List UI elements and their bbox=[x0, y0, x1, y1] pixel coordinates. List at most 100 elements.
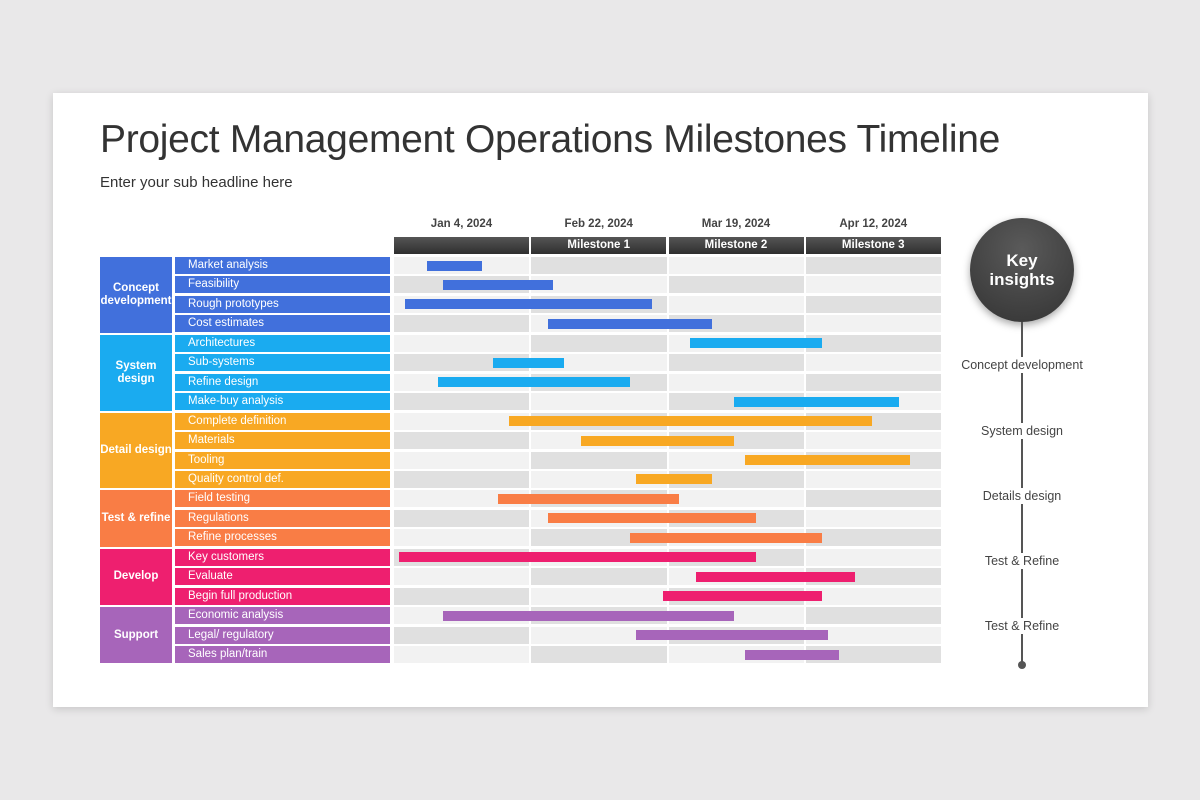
grid-cell bbox=[805, 470, 941, 488]
key-insights-circle: Key insights bbox=[970, 218, 1074, 322]
grid-cell bbox=[531, 257, 667, 274]
task-label: Begin full production bbox=[175, 587, 390, 605]
group-label: Test & refine bbox=[100, 490, 172, 547]
task-bar bbox=[547, 318, 713, 329]
grid-cell bbox=[805, 373, 941, 391]
grid-cell bbox=[531, 354, 667, 372]
task-label: Key customers bbox=[175, 548, 390, 566]
task-bar bbox=[443, 610, 735, 621]
task-bar bbox=[399, 552, 757, 563]
task-bar bbox=[492, 357, 565, 368]
grid-cell bbox=[394, 451, 530, 469]
group-name: Concept development bbox=[100, 281, 172, 307]
task-label: Economic analysis bbox=[175, 607, 390, 625]
task-label: Evaluate bbox=[175, 568, 390, 586]
grid-cell bbox=[394, 315, 530, 333]
grid-cell bbox=[531, 568, 667, 586]
grid-cell bbox=[805, 295, 941, 313]
task-bar bbox=[635, 630, 828, 641]
page-title: Project Management Operations Milestones… bbox=[100, 118, 1001, 161]
task-label: Market analysis bbox=[175, 257, 390, 274]
grid-cell bbox=[805, 490, 941, 508]
grid-cell bbox=[805, 548, 941, 566]
grid-cell bbox=[668, 276, 804, 294]
milestone-header bbox=[394, 237, 529, 254]
group-label: Develop bbox=[100, 548, 172, 606]
task-bar bbox=[426, 260, 482, 271]
task-label: Tooling bbox=[175, 451, 390, 469]
task-bar bbox=[695, 571, 856, 582]
grid-cell bbox=[394, 646, 530, 663]
insight-item: Concept development bbox=[952, 357, 1092, 373]
task-label: Architectures bbox=[175, 334, 390, 352]
group-label: Support bbox=[100, 607, 172, 664]
grid-cell bbox=[805, 509, 941, 527]
task-label: Rough prototypes bbox=[175, 295, 390, 313]
grid-cell bbox=[805, 607, 941, 625]
grid-cell bbox=[394, 412, 530, 430]
task-bar bbox=[509, 416, 872, 427]
column-date: Mar 19, 2024 bbox=[701, 218, 771, 230]
grid-cell bbox=[668, 490, 804, 508]
task-bar bbox=[635, 474, 713, 485]
milestone-header: Milestone 3 bbox=[805, 237, 941, 254]
grid-cell bbox=[805, 334, 941, 352]
grid-cell bbox=[668, 373, 804, 391]
task-bar bbox=[690, 338, 823, 349]
grid-cell bbox=[394, 568, 530, 586]
grid-cell bbox=[394, 529, 530, 547]
grid-cell bbox=[805, 626, 941, 644]
grid-cell bbox=[805, 354, 941, 372]
task-label: Materials bbox=[175, 432, 390, 450]
task-bar bbox=[745, 455, 911, 465]
group-label: Detail design bbox=[100, 412, 172, 489]
grid-cell bbox=[394, 393, 530, 411]
task-label: Complete definition bbox=[175, 412, 390, 430]
insight-item: Details design bbox=[952, 488, 1092, 504]
grid-cell bbox=[531, 587, 667, 605]
task-label: Refine processes bbox=[175, 529, 390, 547]
task-label: Make-buy analysis bbox=[175, 393, 390, 411]
group-name: System design bbox=[115, 359, 157, 385]
group-name: Support bbox=[113, 628, 159, 641]
task-bar bbox=[734, 396, 900, 407]
grid-cell bbox=[668, 257, 804, 274]
task-label: Regulations bbox=[175, 509, 390, 527]
grid-cell bbox=[531, 626, 667, 644]
group-name: Develop bbox=[113, 570, 159, 583]
grid-cell bbox=[668, 354, 804, 372]
grid-cell bbox=[531, 393, 667, 411]
task-label: Sub-systems bbox=[175, 354, 390, 372]
group-label: System design bbox=[100, 334, 172, 411]
grid-cell bbox=[394, 470, 530, 488]
grid-cell bbox=[394, 587, 530, 605]
column-date: Jan 4, 2024 bbox=[430, 218, 493, 230]
grid-cell bbox=[531, 451, 667, 469]
key-insights-heading: Key insights bbox=[989, 251, 1055, 289]
milestone-header: Milestone 2 bbox=[668, 237, 804, 254]
grid-cell bbox=[394, 432, 530, 450]
grid-cell bbox=[805, 529, 941, 547]
insight-item: Test & Refine bbox=[952, 553, 1092, 569]
grid-cell bbox=[394, 509, 530, 527]
task-bar bbox=[630, 532, 823, 543]
insight-item: Test & Refine bbox=[952, 618, 1092, 634]
group-name: Test & refine bbox=[101, 512, 171, 525]
task-bar bbox=[498, 493, 680, 504]
task-bar bbox=[404, 299, 653, 310]
grid-cell bbox=[394, 334, 530, 352]
task-bar bbox=[437, 377, 631, 388]
task-label: Cost estimates bbox=[175, 315, 390, 333]
grid-cell bbox=[531, 276, 667, 294]
task-bar bbox=[580, 435, 735, 446]
grid-cell bbox=[805, 432, 941, 450]
grid-cell bbox=[668, 295, 804, 313]
task-bar bbox=[547, 513, 757, 524]
insights-timeline-end-dot bbox=[1018, 661, 1026, 669]
group-label: Concept development bbox=[100, 257, 172, 333]
grid-cell bbox=[805, 315, 941, 333]
grid-cell bbox=[531, 646, 667, 663]
task-label: Quality control def. bbox=[175, 470, 390, 488]
column-date: Apr 12, 2024 bbox=[839, 218, 908, 230]
grid-cell bbox=[531, 334, 667, 352]
